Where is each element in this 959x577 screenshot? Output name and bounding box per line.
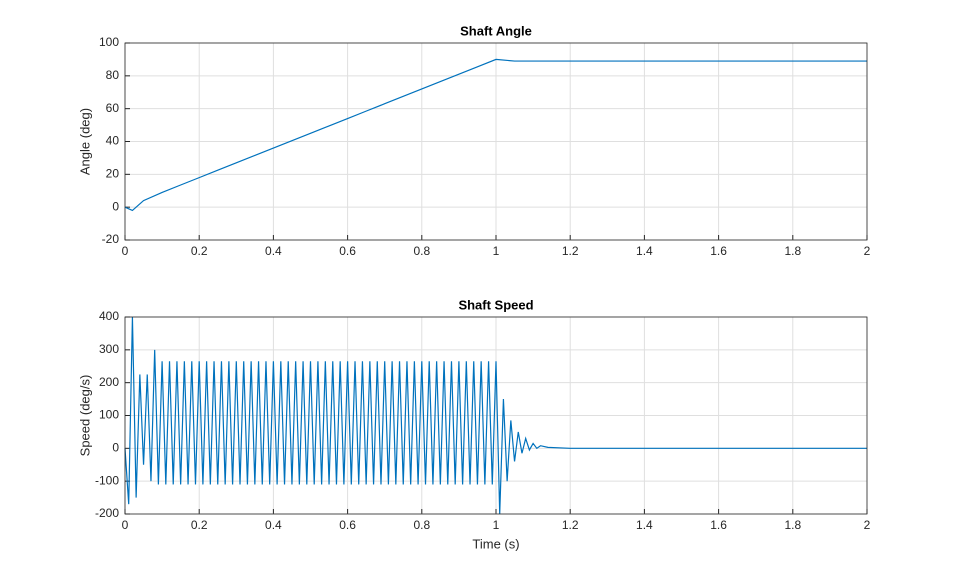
x-tick-label: 1.8 [784, 518, 801, 532]
y-tick-label: 300 [99, 342, 119, 356]
x-tick-label: 0.6 [339, 244, 356, 258]
x-tick-label: 2 [864, 244, 871, 258]
x-tick-label: 0 [122, 518, 129, 532]
y-tick-label: 200 [99, 375, 119, 389]
data-line [124, 58, 867, 212]
y-axis-label: Speed (deg/s) [77, 375, 92, 457]
x-tick-label: 1.2 [562, 244, 579, 258]
y-tick-label: 100 [99, 408, 119, 422]
y-tick-label: 400 [99, 309, 119, 323]
y-tick-label: -100 [95, 473, 119, 487]
x-tick-label: 1.6 [710, 518, 727, 532]
chart-title: Shaft Angle [460, 23, 532, 38]
x-tick-label: 0 [122, 244, 129, 258]
x-tick-label: 1 [493, 518, 500, 532]
x-tick-label: 1.6 [710, 244, 727, 258]
x-tick-label: 1.4 [636, 518, 653, 532]
axes-box [124, 316, 868, 515]
chart-title: Shaft Speed [458, 297, 533, 312]
x-axis-label: Time (s) [472, 536, 519, 551]
x-tick-label: 0.6 [339, 518, 356, 532]
y-tick-label: 60 [106, 101, 120, 115]
x-tick-label: 1 [493, 244, 500, 258]
y-tick-label: 0 [112, 441, 119, 455]
x-tick-label: 0.2 [191, 518, 208, 532]
y-tick-label: 40 [106, 134, 120, 148]
y-tick-label: 80 [106, 68, 120, 82]
x-tick-label: 1.4 [636, 244, 653, 258]
x-tick-label: 1.8 [784, 244, 801, 258]
x-tick-label: 0.2 [191, 244, 208, 258]
data-line [124, 316, 867, 515]
y-tick-label: -20 [102, 232, 120, 246]
x-tick-label: 0.8 [413, 244, 430, 258]
x-tick-label: 0.8 [413, 518, 430, 532]
x-tick-label: 1.2 [562, 518, 579, 532]
y-tick-label: -200 [95, 506, 119, 520]
y-axis-label: Angle (deg) [77, 108, 92, 175]
x-tick-label: 2 [864, 518, 871, 532]
y-tick-label: 0 [112, 199, 119, 213]
axes-box [124, 42, 868, 241]
y-tick-label: 100 [99, 35, 119, 49]
x-tick-label: 0.4 [265, 518, 282, 532]
x-tick-label: 0.4 [265, 244, 282, 258]
y-tick-label: 20 [106, 167, 120, 181]
